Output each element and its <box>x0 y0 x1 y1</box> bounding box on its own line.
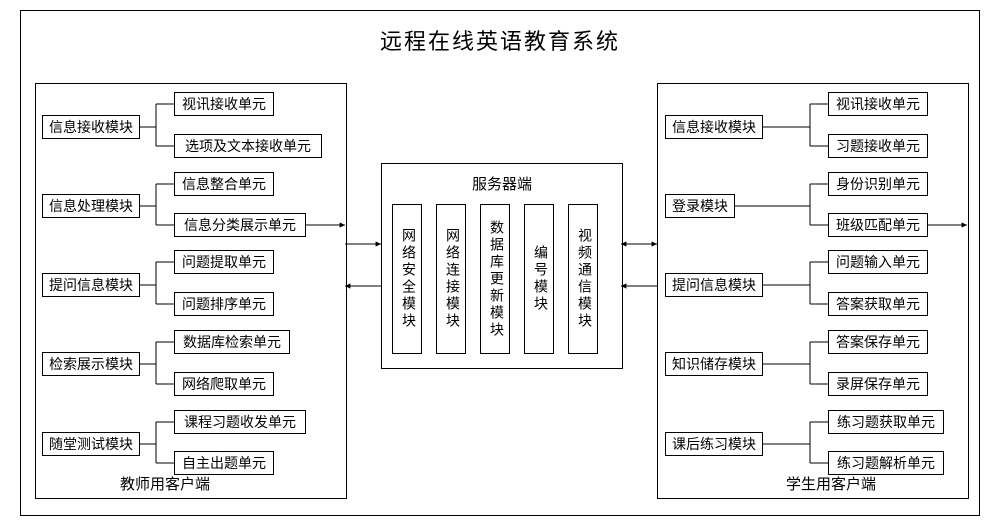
diagram-title: 远程在线英语教育系统 <box>0 24 1000 56</box>
student-knowledge-unit-0: 答案保存单元 <box>828 330 928 354</box>
teacher-info_receive-unit-1: 选项及文本接收单元 <box>174 134 322 158</box>
teacher-class_test-module: 随堂测试模块 <box>42 432 140 456</box>
teacher-info_process-unit-1: 信息分类展示单元 <box>174 213 306 237</box>
student-info_receive-module: 信息接收模块 <box>665 115 763 139</box>
teacher-question_info-module: 提问信息模块 <box>42 273 140 297</box>
student-login-module: 登录模块 <box>665 194 735 218</box>
teacher-search_show-module: 检索展示模块 <box>42 352 140 376</box>
student-knowledge-module: 知识储存模块 <box>665 352 763 376</box>
teacher-class_test-unit-1: 自主出题单元 <box>174 451 274 475</box>
student-question_info-unit-0: 问题输入单元 <box>828 250 928 274</box>
server-module-0: 网络安全模块 <box>392 204 422 354</box>
student-info_receive-unit-0: 视讯接收单元 <box>828 92 928 116</box>
teacher-info_process-unit-0: 信息整合单元 <box>174 172 274 196</box>
server-panel-label: 服务器端 <box>382 173 622 194</box>
server-module-4: 视频通信模块 <box>568 204 598 354</box>
student-after_practice-unit-0: 练习题获取单元 <box>828 410 944 434</box>
teacher-info_process-module: 信息处理模块 <box>42 194 140 218</box>
teacher-client-label: 教师用客户端 <box>120 473 210 494</box>
student-after_practice-unit-1: 练习题解析单元 <box>828 451 944 475</box>
student-client-label: 学生用客户端 <box>786 473 876 494</box>
student-login-unit-0: 身份识别单元 <box>828 172 928 196</box>
server-module-3: 编号模块 <box>524 204 554 354</box>
teacher-class_test-unit-0: 课程习题收发单元 <box>174 410 306 434</box>
server-module-1: 网络连接模块 <box>436 204 466 354</box>
student-question_info-unit-1: 答案获取单元 <box>828 292 928 316</box>
teacher-info_receive-unit-0: 视讯接收单元 <box>174 92 274 116</box>
student-knowledge-unit-1: 录屏保存单元 <box>828 372 928 396</box>
student-question_info-module: 提问信息模块 <box>665 273 763 297</box>
student-login-unit-1: 班级匹配单元 <box>828 213 928 237</box>
teacher-info_receive-module: 信息接收模块 <box>42 115 140 139</box>
student-after_practice-module: 课后练习模块 <box>665 432 763 456</box>
student-info_receive-unit-1: 习题接收单元 <box>828 134 928 158</box>
teacher-search_show-unit-0: 数据库检索单元 <box>174 330 290 354</box>
teacher-search_show-unit-1: 网络爬取单元 <box>174 372 274 396</box>
teacher-question_info-unit-1: 问题排序单元 <box>174 292 274 316</box>
teacher-question_info-unit-0: 问题提取单元 <box>174 250 274 274</box>
server-module-2: 数据库更新模块 <box>480 204 510 354</box>
